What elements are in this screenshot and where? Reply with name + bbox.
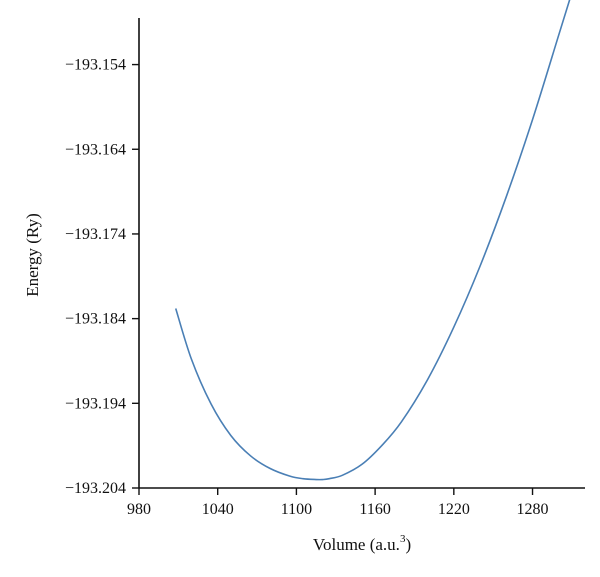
y-ticks: −193.154 −193.164 −193.174 −193.184 −193.194… — [65, 57, 139, 497]
x-tick-label: 1220 — [438, 501, 470, 518]
x-axis-label-suffix: ) — [405, 535, 411, 554]
x-tick-label: 1040 — [202, 501, 234, 518]
y-tick-label: −193.174 — [65, 226, 126, 243]
plot-area: 980 1040 1100 1160 1220 1280 −193.154 −193.164… — [65, 0, 585, 518]
x-tick-label: 980 — [127, 501, 151, 518]
x-ticks: 980 1040 1100 1160 1220 1280 — [127, 488, 549, 518]
x-tick-label: 1160 — [359, 501, 390, 518]
x-tick-label: 1280 — [517, 501, 549, 518]
x-axis-label-main: Volume (a.u. — [313, 535, 400, 554]
x-axis-label-superscript: 3 — [400, 533, 406, 545]
energy-curve-series-line — [174, 0, 571, 481]
y-tick-label: −193.164 — [65, 141, 126, 158]
y-tick-label: −193.204 — [65, 480, 126, 497]
y-tick-label: −193.184 — [65, 311, 126, 328]
x-axis-label: Volume (a.u.3) — [313, 533, 411, 554]
y-tick-label: −193.194 — [65, 395, 126, 412]
x-tick-label: 1100 — [281, 501, 312, 518]
y-tick-label: −193.154 — [65, 57, 126, 74]
y-axis-label: Energy (Ry) — [23, 213, 42, 297]
series-layer — [174, 0, 571, 481]
